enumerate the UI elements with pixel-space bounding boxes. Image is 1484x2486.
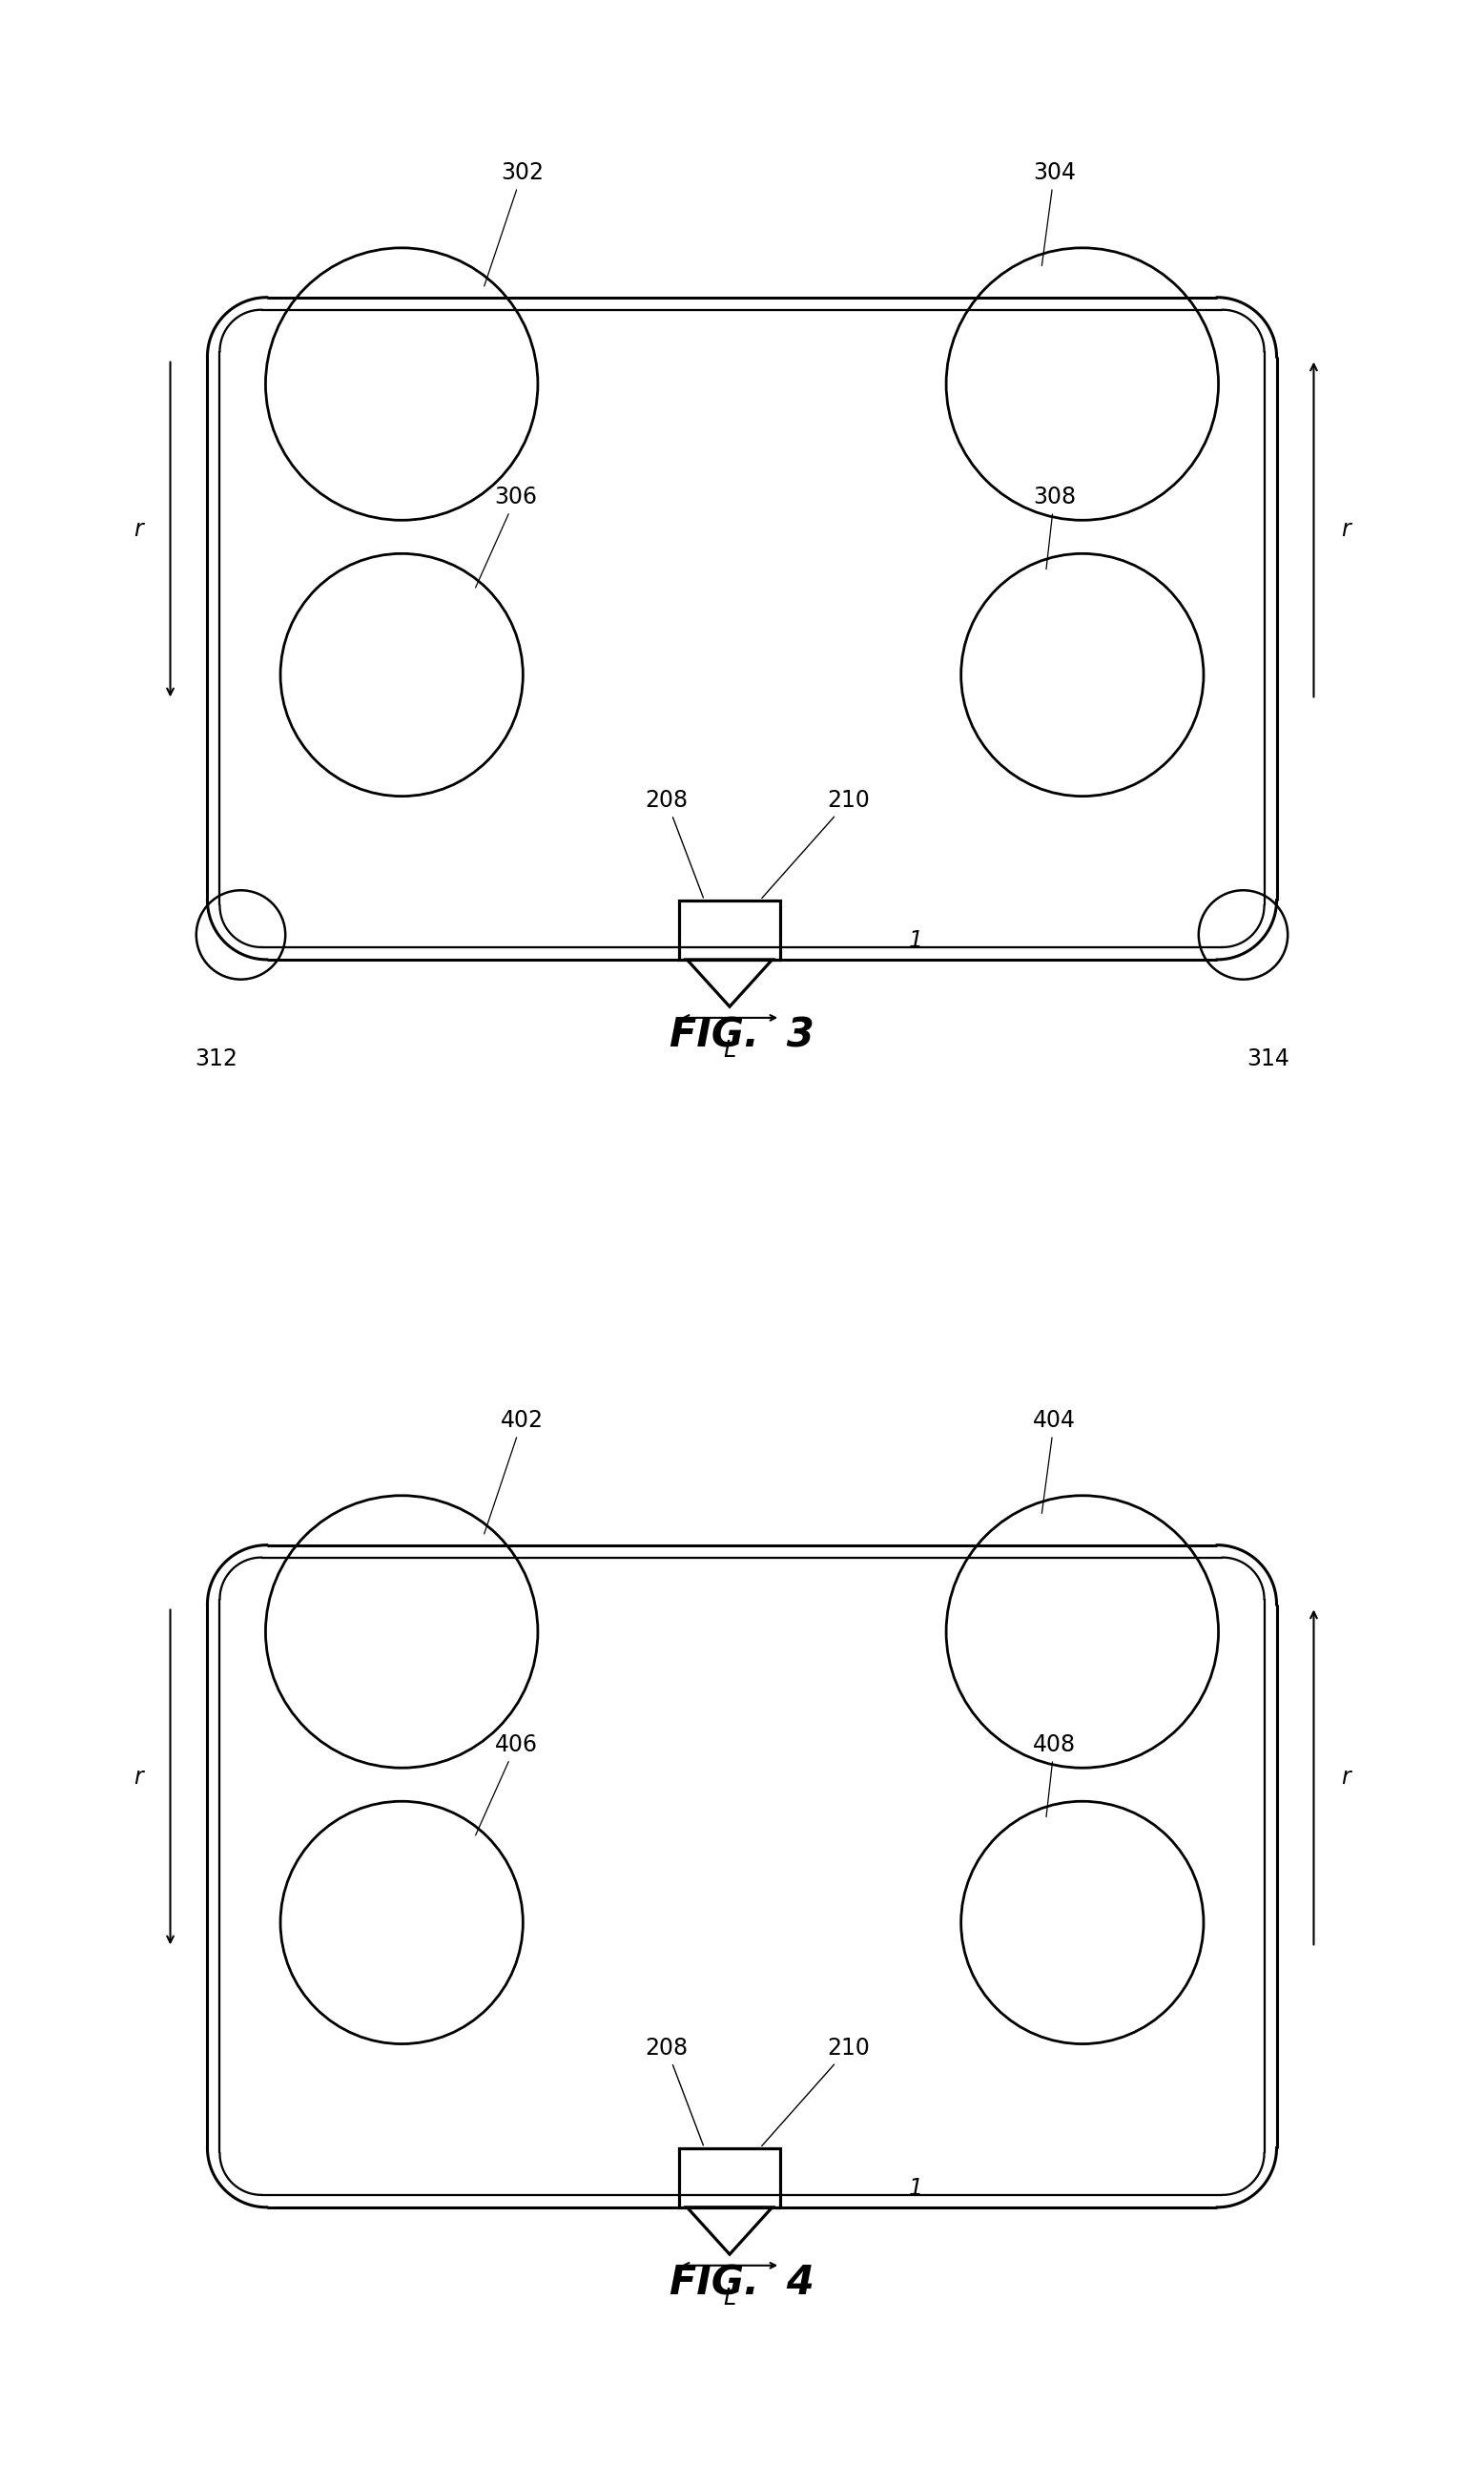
Text: 402: 402 [484,1410,543,1534]
Text: r: r [134,517,142,542]
Text: 208: 208 [646,788,703,897]
Text: 1: 1 [910,930,923,952]
Text: r: r [1342,517,1350,542]
Bar [678,900,781,960]
Bar [678,2148,781,2208]
Text: 314: 314 [1247,1047,1290,1071]
Text: 308: 308 [1033,485,1076,569]
Text: 404: 404 [1033,1410,1076,1514]
Text: L: L [723,1039,736,1062]
Text: 304: 304 [1033,162,1076,266]
Text: r: r [1342,1765,1350,1787]
Text: 306: 306 [475,485,537,587]
Text: 210: 210 [761,2036,870,2145]
Text: 208: 208 [646,2036,703,2145]
Text: 408: 408 [1033,1733,1076,1817]
Text: FIG.  4: FIG. 4 [669,2265,815,2305]
Text: 312: 312 [194,1047,237,1071]
Text: FIG.  3: FIG. 3 [669,1017,815,1057]
Text: L: L [723,2287,736,2309]
Text: 406: 406 [475,1733,537,1835]
Text: 210: 210 [761,788,870,897]
Text: r: r [134,1765,142,1787]
Text: 302: 302 [484,162,543,286]
Text: 1: 1 [910,2178,923,2200]
